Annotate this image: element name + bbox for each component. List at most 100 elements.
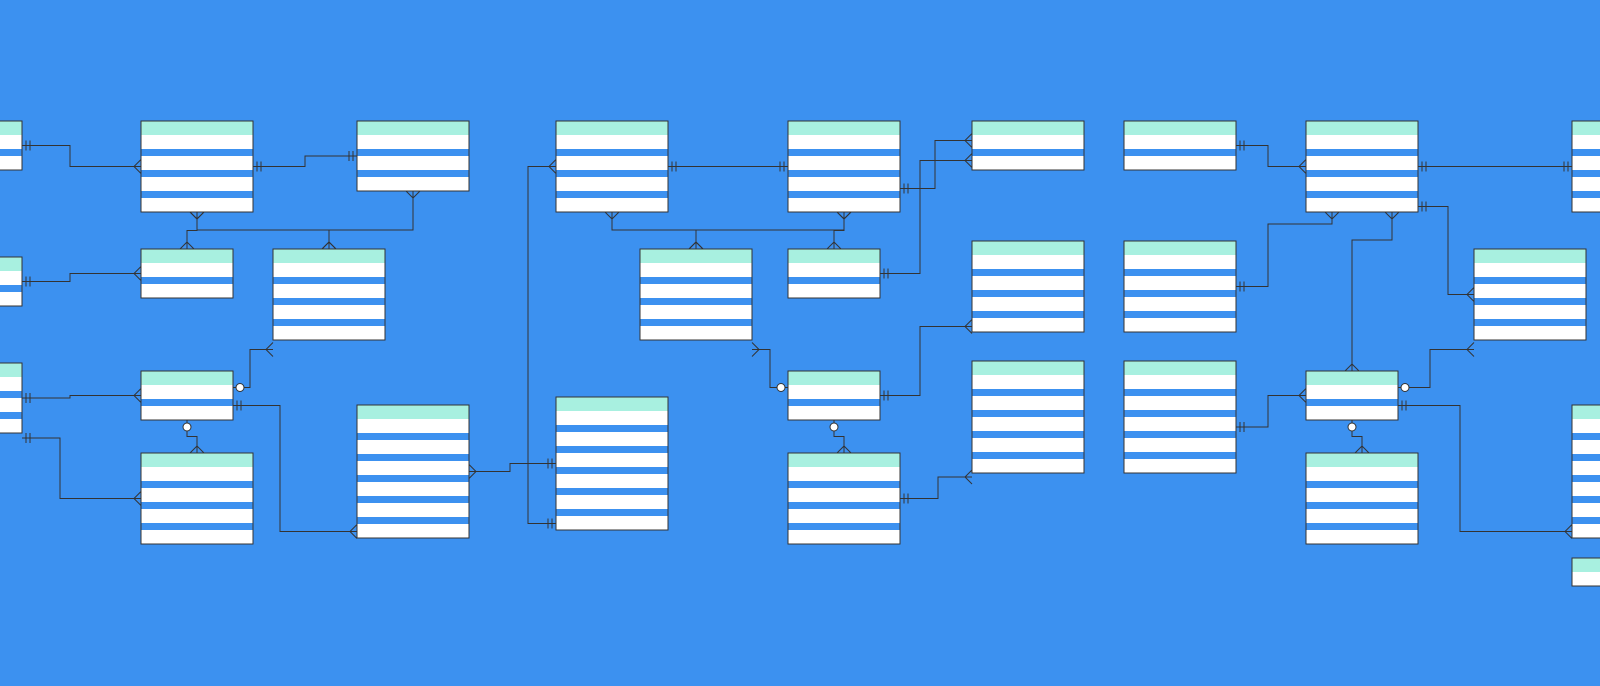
entity-row [1572, 198, 1600, 212]
entity-header [556, 121, 668, 135]
entity-row [788, 198, 900, 212]
diagram-background [0, 0, 1600, 686]
entity-row [1306, 135, 1418, 149]
entity-row [0, 292, 22, 306]
entity-node-B5 [788, 371, 880, 420]
entity-node-B6 [556, 397, 668, 530]
entity-row [141, 284, 233, 298]
entity-row [556, 156, 668, 170]
entity-row [556, 177, 668, 191]
entity-row [1474, 305, 1586, 319]
entity-header [273, 249, 385, 263]
entity-header [141, 453, 253, 467]
entity-row [556, 411, 668, 425]
entity-row [1124, 375, 1236, 389]
entity-header [1124, 241, 1236, 255]
entity-node-C1 [972, 121, 1084, 170]
entity-row [273, 263, 385, 277]
entity-row [556, 453, 668, 467]
entity-row [1306, 488, 1418, 502]
entity-header [1124, 361, 1236, 375]
entity-row [141, 488, 253, 502]
entity-node-B1 [556, 121, 668, 212]
entity-row [556, 135, 668, 149]
entity-row [1474, 284, 1586, 298]
entity-row [0, 398, 22, 412]
entity-node-B2 [788, 121, 900, 212]
entity-row [1306, 406, 1398, 420]
entity-row [788, 385, 880, 399]
entity-node-A0b [0, 257, 22, 306]
entity-node-B7 [788, 453, 900, 544]
entity-row [357, 440, 469, 454]
entity-row [788, 177, 900, 191]
entity-row [0, 377, 22, 391]
entity-row [556, 474, 668, 488]
entity-node-A0c [0, 363, 22, 433]
entity-header [1306, 121, 1418, 135]
entity-row [788, 284, 880, 298]
entity-node-D6 [1572, 405, 1600, 538]
entity-header [972, 121, 1084, 135]
entity-row [972, 318, 1084, 332]
entity-row [1306, 198, 1418, 212]
entity-header [788, 249, 880, 263]
entity-header [141, 371, 233, 385]
entity-node-D2 [1474, 249, 1586, 340]
entity-row [1306, 177, 1418, 191]
entity-node-C6 [1124, 361, 1236, 473]
entity-node-B3 [640, 249, 752, 340]
entity-row [357, 461, 469, 475]
entity-header [1474, 249, 1586, 263]
entity-node-D1 [1306, 121, 1418, 212]
entity-row [640, 263, 752, 277]
entity-row [972, 417, 1084, 431]
entity-row [357, 419, 469, 433]
entity-row [357, 135, 469, 149]
entity-header [1572, 558, 1600, 572]
entity-row [788, 263, 880, 277]
entity-row [357, 503, 469, 517]
entity-row [788, 406, 880, 420]
entity-row [972, 438, 1084, 452]
entity-row [1124, 459, 1236, 473]
entity-row [788, 467, 900, 481]
entity-header [788, 121, 900, 135]
entity-row [972, 276, 1084, 290]
entity-row [0, 156, 22, 170]
entity-header [0, 257, 22, 271]
entity-row [273, 305, 385, 319]
entity-row [788, 135, 900, 149]
entity-row [1306, 467, 1418, 481]
entity-row [141, 385, 233, 399]
entity-row [972, 297, 1084, 311]
entity-header [1572, 121, 1600, 135]
entity-node-C4 [1124, 241, 1236, 332]
entity-row [141, 406, 233, 420]
entity-row [788, 488, 900, 502]
entity-row [141, 177, 253, 191]
entity-row [640, 284, 752, 298]
erd-diagram [0, 0, 1600, 686]
entity-header [1572, 405, 1600, 419]
entity-row [1572, 482, 1600, 496]
entity-row [357, 524, 469, 538]
entity-row [1572, 419, 1600, 433]
entity-row [1124, 396, 1236, 410]
entity-row [1306, 156, 1418, 170]
entity-node-A0a [0, 121, 22, 170]
entity-header [1306, 371, 1398, 385]
entity-row [1124, 438, 1236, 452]
entity-row [141, 198, 253, 212]
entity-row [141, 530, 253, 544]
entity-node-A5 [141, 371, 233, 420]
entity-header [556, 397, 668, 411]
entity-row [972, 255, 1084, 269]
entity-row [0, 419, 22, 433]
entity-row [1306, 385, 1398, 399]
entity-header [1306, 453, 1418, 467]
entity-row [1572, 572, 1600, 586]
entity-header [972, 361, 1084, 375]
entity-row [788, 530, 900, 544]
entity-row [1306, 509, 1418, 523]
